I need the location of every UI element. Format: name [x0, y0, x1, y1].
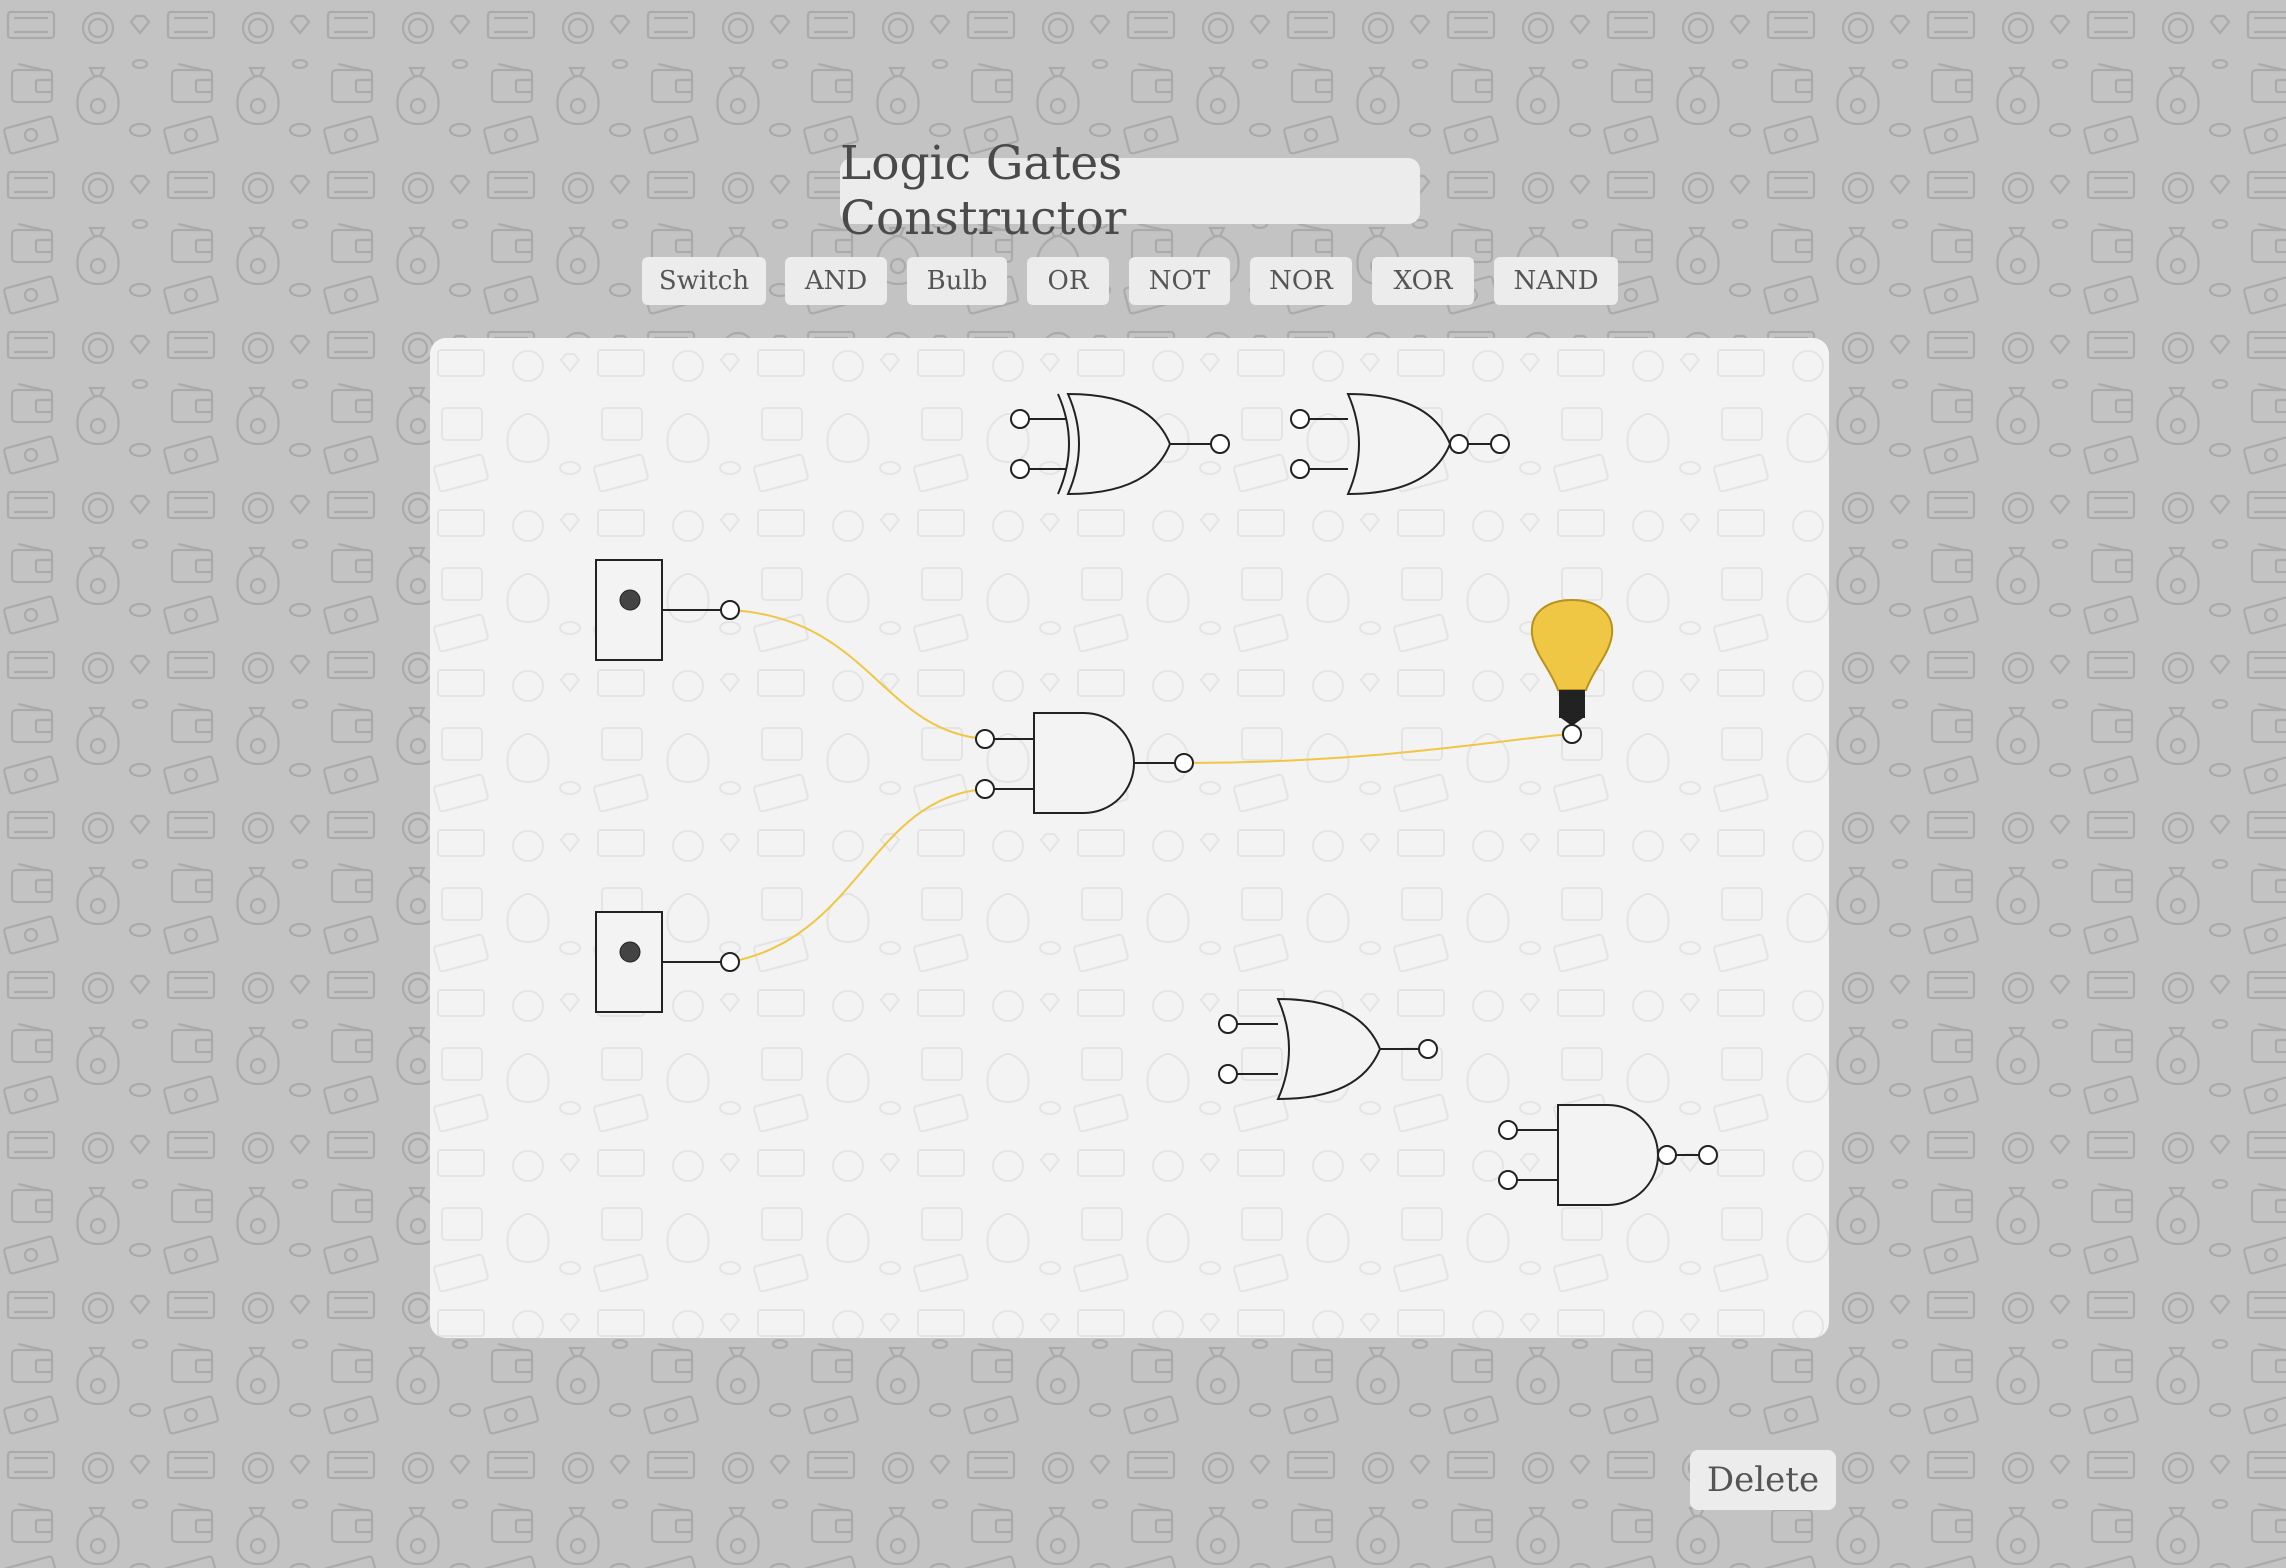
and-input-1-pin[interactable]: [975, 729, 995, 749]
and-gate[interactable]: [975, 712, 1194, 814]
or-input-2-pin[interactable]: [1218, 1064, 1238, 1084]
add-bulb-button[interactable]: Bulb: [907, 257, 1007, 305]
switch-1-output-pin[interactable]: [720, 600, 740, 620]
switch-2-output-pin[interactable]: [720, 952, 740, 972]
nand-gate[interactable]: [1498, 1104, 1718, 1206]
bulb-base: [1559, 690, 1585, 718]
nor-input-1-pin[interactable]: [1290, 409, 1310, 429]
xor-output-pin[interactable]: [1210, 434, 1230, 454]
add-xor-button[interactable]: XOR: [1372, 257, 1474, 305]
xor-input-2-pin[interactable]: [1010, 459, 1030, 479]
or-output-pin[interactable]: [1418, 1039, 1438, 1059]
nand-output-pin[interactable]: [1698, 1145, 1718, 1165]
xor-gate[interactable]: [1010, 392, 1230, 496]
nor-input-2-pin[interactable]: [1290, 459, 1310, 479]
nor-gate[interactable]: [1290, 392, 1510, 496]
nand-input-1-pin[interactable]: [1498, 1120, 1518, 1140]
bulb-1[interactable]: [1530, 598, 1614, 744]
wire-switch2-to-and[interactable]: [729, 788, 986, 963]
add-switch-button[interactable]: Switch: [642, 257, 766, 305]
circuit-canvas[interactable]: [430, 338, 1829, 1338]
switch-2[interactable]: [595, 911, 740, 1013]
switch-2-knob[interactable]: [619, 941, 641, 963]
and-input-2-pin[interactable]: [975, 779, 995, 799]
add-and-button[interactable]: AND: [785, 257, 887, 305]
bulb-input-pin[interactable]: [1562, 724, 1582, 744]
or-gate[interactable]: [1218, 997, 1438, 1101]
nor-output-pin[interactable]: [1490, 434, 1510, 454]
add-not-button[interactable]: NOT: [1129, 257, 1230, 305]
add-nor-button[interactable]: NOR: [1250, 257, 1352, 305]
add-or-button[interactable]: OR: [1027, 257, 1109, 305]
delete-button[interactable]: Delete: [1690, 1450, 1836, 1510]
switch-1[interactable]: [595, 559, 740, 661]
wire-and-to-bulb[interactable]: [1183, 733, 1573, 764]
xor-input-1-pin[interactable]: [1010, 409, 1030, 429]
app-title: Logic Gates Constructor: [840, 136, 1420, 246]
nand-input-2-pin[interactable]: [1498, 1170, 1518, 1190]
switch-1-knob[interactable]: [619, 589, 641, 611]
or-input-1-pin[interactable]: [1218, 1014, 1238, 1034]
and-output-pin[interactable]: [1174, 753, 1194, 773]
add-nand-button[interactable]: NAND: [1494, 257, 1618, 305]
wire-switch1-to-and[interactable]: [729, 609, 986, 740]
